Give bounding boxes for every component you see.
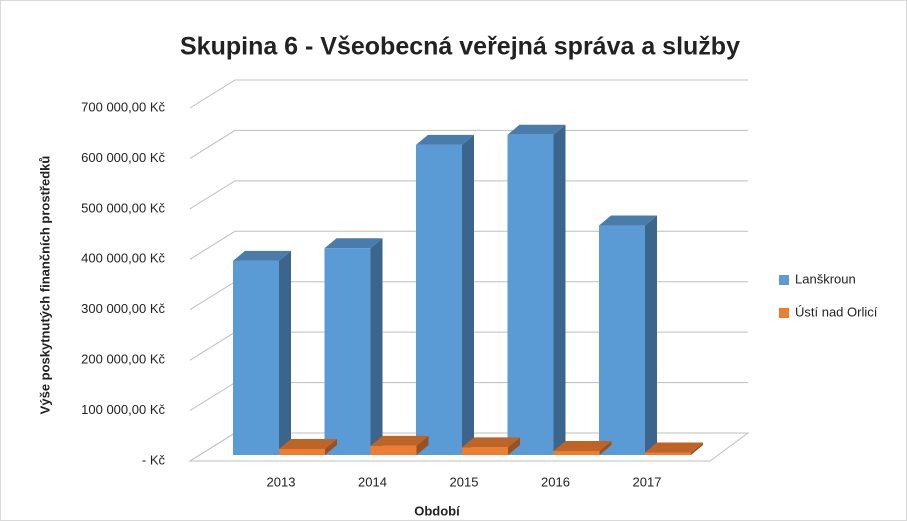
x-tick-label: 2013 xyxy=(267,474,296,489)
bar-face xyxy=(645,215,657,455)
grid-line xyxy=(189,129,748,159)
bar-face xyxy=(508,437,520,455)
bar-face xyxy=(553,124,566,456)
y-axis-title: Výše poskytnutých finančních prostředků xyxy=(37,156,52,415)
x-tick-label: 2014 xyxy=(358,474,387,489)
y-tick-label: 200 000,00 Kč xyxy=(81,352,165,367)
bar-face xyxy=(645,452,691,455)
bar xyxy=(645,442,703,455)
chart-title: Skupina 6 - Všeobecná veřejná správa a s… xyxy=(180,33,740,61)
bar xyxy=(507,124,566,456)
bar-face xyxy=(599,215,657,226)
legend-label: Ústí nad Orlicí xyxy=(795,304,878,319)
y-tick-label: - Kč xyxy=(142,452,166,467)
legend-label: Lanškroun xyxy=(795,271,856,286)
bar xyxy=(279,438,337,455)
y-tick-label: 300 000,00 Kč xyxy=(81,301,165,316)
bar-face xyxy=(233,260,279,455)
bar xyxy=(370,435,429,455)
bar-face xyxy=(370,435,429,446)
y-tick-label: 100 000,00 Kč xyxy=(81,402,165,417)
bar-face xyxy=(233,250,291,261)
x-axis-title: Období xyxy=(414,503,460,518)
bar-face xyxy=(462,134,474,455)
bar-face xyxy=(324,238,383,249)
bar-face xyxy=(370,238,383,455)
bar-face xyxy=(370,445,417,455)
bar-face xyxy=(599,440,612,455)
bar-face xyxy=(507,124,566,135)
bar xyxy=(462,437,520,455)
bar-face xyxy=(553,440,612,451)
y-tick-label: 400 000,00 Kč xyxy=(81,251,165,266)
bar-face xyxy=(462,447,508,455)
y-tick-label: 700 000,00 Kč xyxy=(81,99,165,114)
bar-face xyxy=(416,134,474,145)
bar xyxy=(416,134,474,455)
bar-face xyxy=(462,437,520,448)
y-tick-label: 600 000,00 Kč xyxy=(81,150,165,165)
bar xyxy=(324,238,383,455)
bar-face xyxy=(507,134,554,455)
bar-face xyxy=(691,442,703,455)
bar-face xyxy=(324,248,371,455)
bar xyxy=(599,215,657,455)
bar-face xyxy=(645,442,703,453)
bar-face xyxy=(416,435,429,455)
bar xyxy=(233,250,291,455)
bar-face xyxy=(279,448,325,455)
grid-line xyxy=(189,180,748,210)
grid-line xyxy=(189,230,748,260)
bar-face xyxy=(325,438,337,455)
bar-face xyxy=(279,250,291,455)
legend-swatch xyxy=(779,275,789,285)
bar-face xyxy=(599,225,645,455)
x-tick-label: 2015 xyxy=(450,474,479,489)
bar-face xyxy=(416,144,462,455)
y-tick-label: 500 000,00 Kč xyxy=(81,200,165,215)
grid-line xyxy=(189,79,748,109)
bar-face xyxy=(553,450,600,455)
x-tick-label: 2017 xyxy=(633,474,662,489)
x-tick-label: 2016 xyxy=(541,474,570,489)
bar xyxy=(553,440,612,455)
legend-swatch xyxy=(779,308,789,318)
bar-face xyxy=(279,438,337,449)
